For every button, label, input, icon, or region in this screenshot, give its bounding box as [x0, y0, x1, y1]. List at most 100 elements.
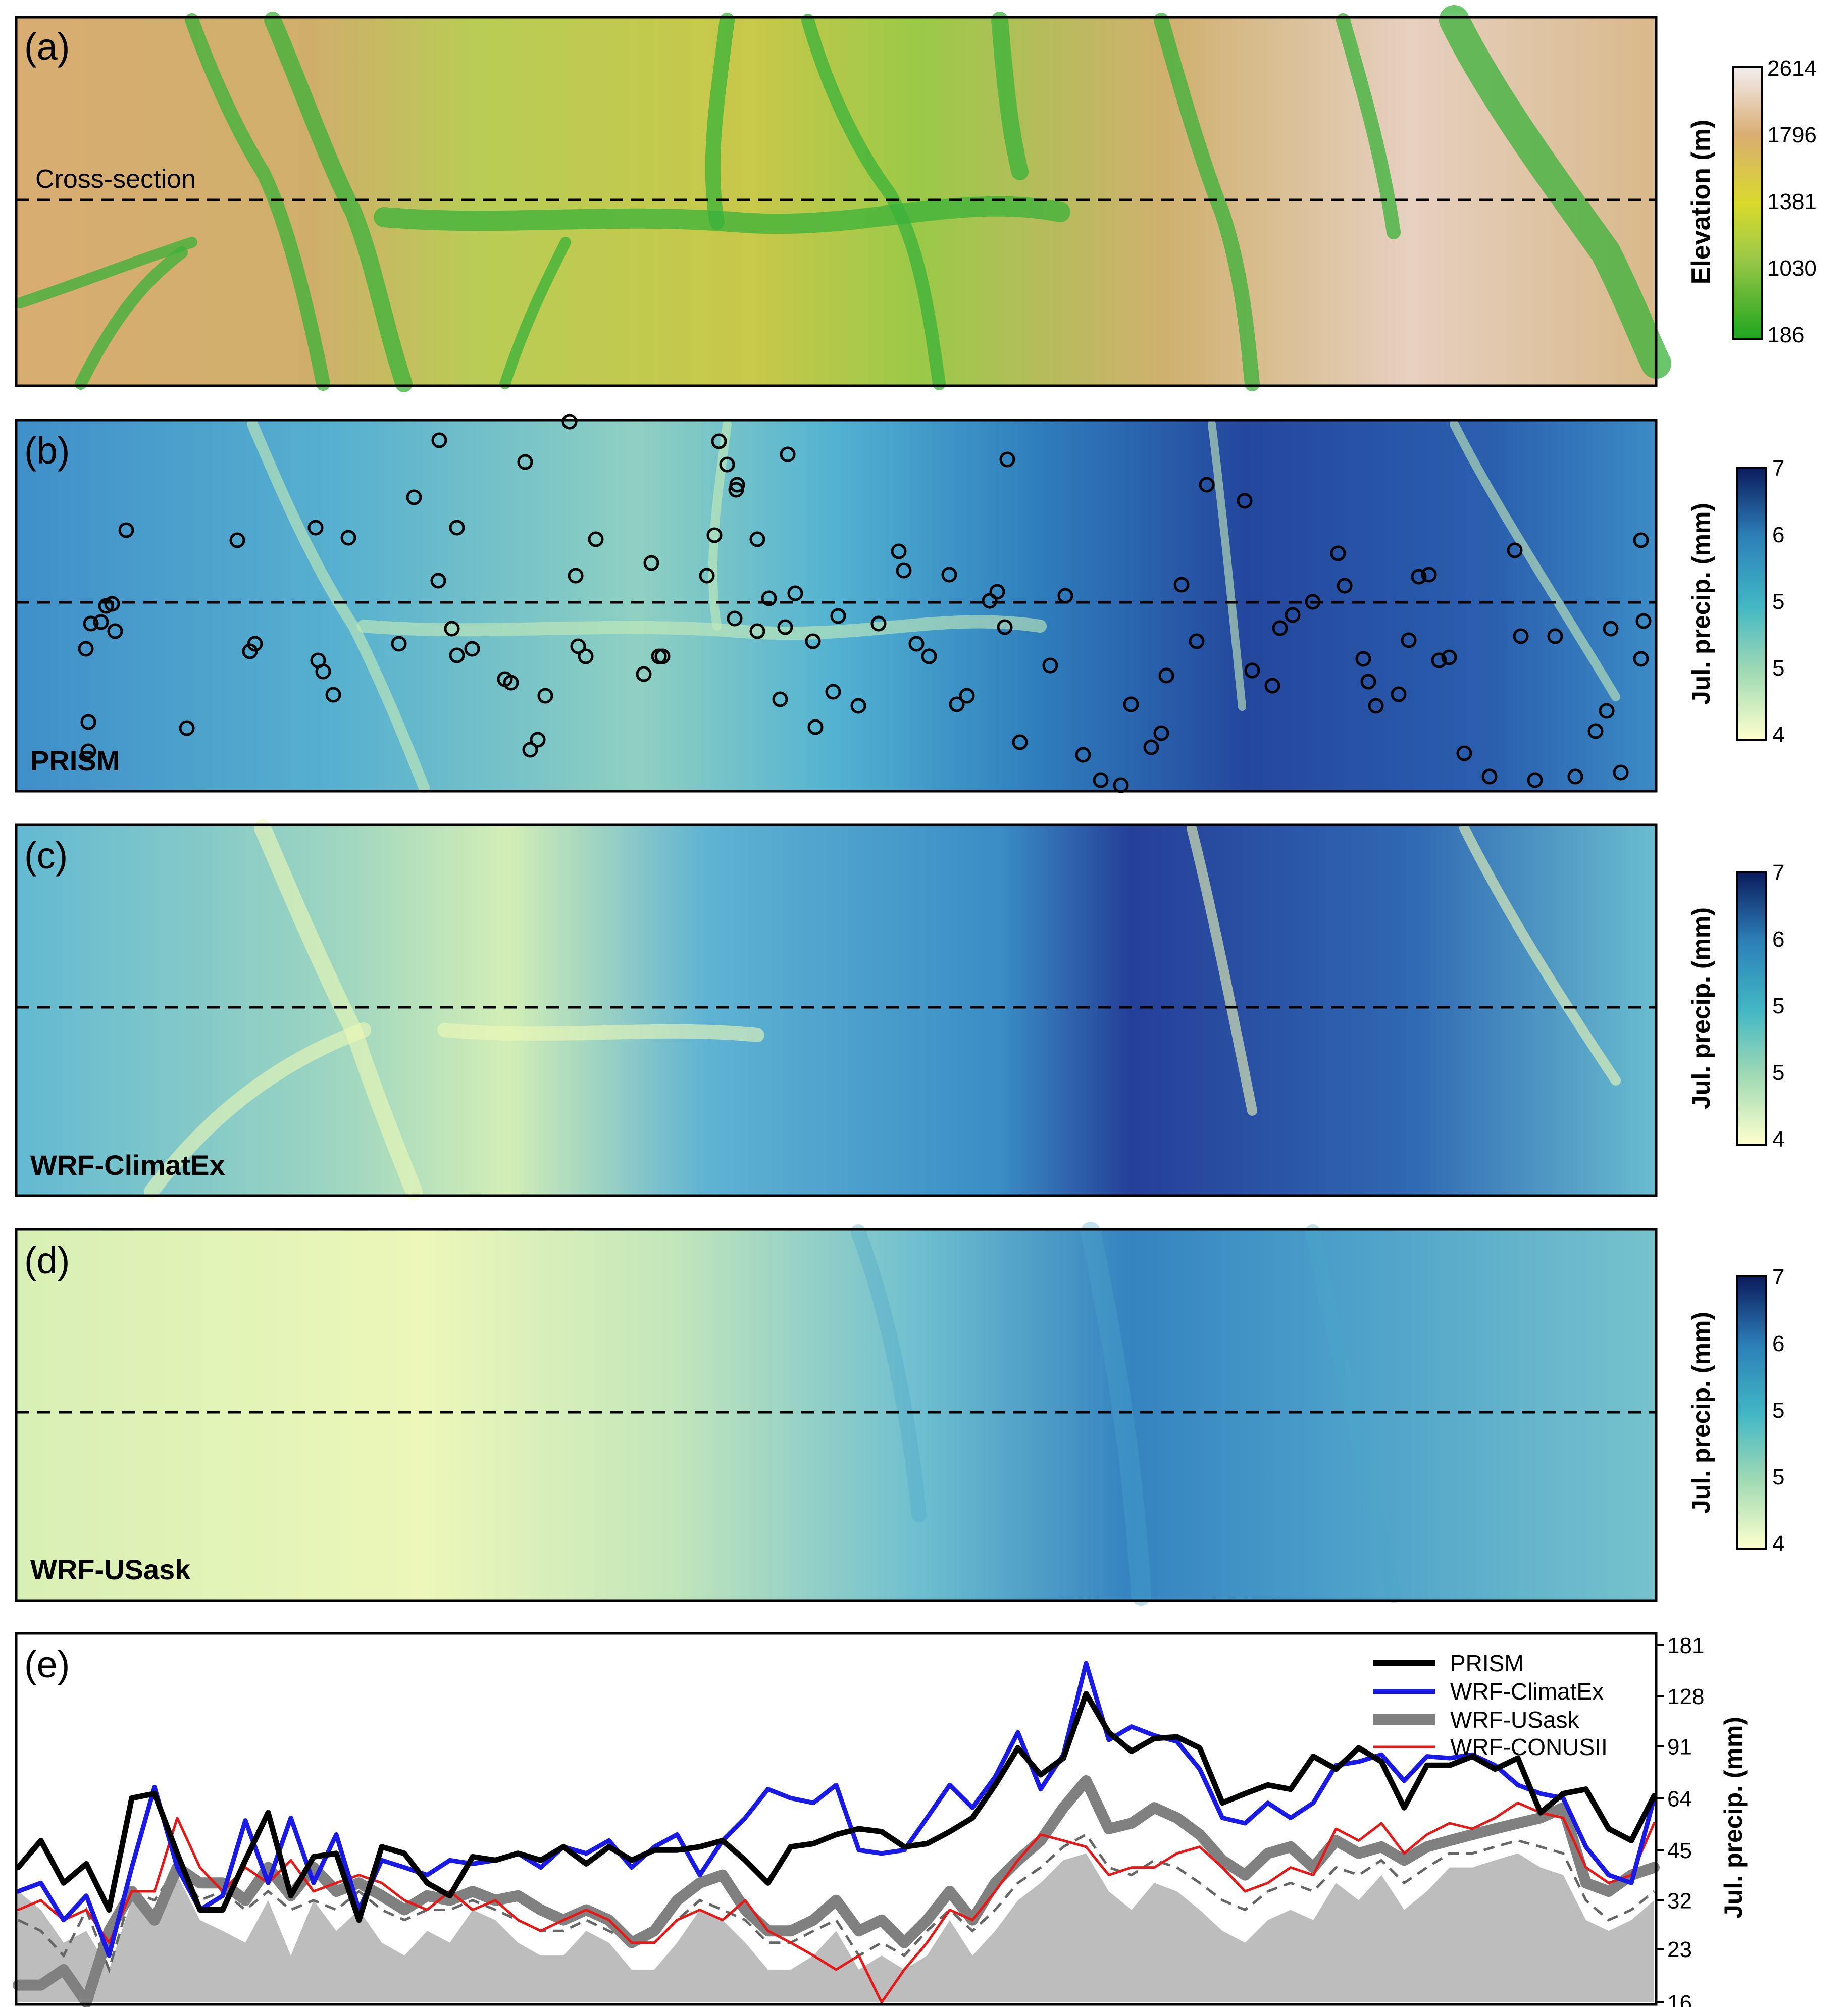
station-marker	[537, 688, 553, 704]
station-marker	[777, 619, 793, 635]
station-marker	[83, 615, 99, 632]
station-marker	[949, 696, 965, 712]
station-marker	[1285, 607, 1301, 623]
panel-b: (b) PRISM	[15, 414, 1658, 793]
station-marker	[229, 532, 245, 548]
station-marker	[588, 531, 604, 547]
station-marker	[1337, 578, 1353, 594]
y-tick-label: 181	[1667, 1633, 1704, 1658]
colorbar-climatex: 7 6 5 5 4 Jul. precip. (mm)	[1687, 860, 1784, 1152]
usask-tick-2: 5	[1772, 1398, 1784, 1423]
terrain-map	[16, 17, 1656, 386]
station-marker	[959, 688, 975, 704]
y-tick-label: 91	[1667, 1735, 1692, 1760]
station-marker	[999, 451, 1015, 468]
series-line-wrf-climatex	[16, 1661, 1657, 1958]
usask-features	[851, 1222, 1401, 1606]
prism-valleys	[247, 419, 1620, 793]
station-marker	[444, 621, 460, 637]
legend-prism-label: PRISM	[1450, 1650, 1524, 1676]
station-marker	[1391, 686, 1407, 702]
station-marker	[179, 720, 195, 736]
station-marker	[825, 684, 841, 700]
station-marker	[830, 608, 846, 624]
colorbar-climatex-title: Jul. precip. (mm)	[1687, 907, 1715, 1109]
station-marker	[1158, 667, 1174, 684]
panel-a: Cross-section (a)	[15, 5, 1671, 392]
colorbar-usask-gradient	[1736, 1275, 1767, 1550]
usask-tick-1: 6	[1772, 1331, 1784, 1356]
station-marker	[699, 568, 715, 584]
series-line-prism	[15, 1691, 1657, 1923]
station-marker	[522, 742, 538, 758]
station-marker	[780, 446, 796, 462]
station-marker	[1173, 577, 1190, 593]
panel-d-frame	[15, 1228, 1658, 1602]
climatex-valleys	[144, 819, 1621, 1200]
y-tick-label: 16	[1667, 1991, 1692, 2007]
station-marker	[1603, 621, 1619, 637]
station-marker	[941, 567, 957, 583]
station-marker	[1123, 696, 1139, 712]
usask-tick-0: 7	[1772, 1265, 1784, 1290]
station-marker	[891, 543, 907, 559]
station-marker	[1513, 628, 1529, 644]
station-marker	[850, 698, 866, 714]
panel-c-frame	[15, 823, 1658, 1197]
station-marker	[517, 454, 533, 470]
panel-d-label: (d)	[24, 1240, 70, 1281]
station-marker	[807, 719, 824, 735]
legend-climatex-label: WRF-ClimatEx	[1450, 1678, 1604, 1705]
station-marker	[391, 636, 407, 652]
colorbar-prism-title: Jul. precip. (mm)	[1687, 503, 1715, 705]
elev-tick-4: 186	[1767, 323, 1804, 347]
station-marker	[1244, 662, 1260, 679]
y-tick-label: 32	[1667, 1889, 1692, 1914]
station-marker	[315, 663, 331, 680]
prism-map	[16, 420, 1656, 791]
station-marker	[340, 530, 356, 546]
station-marker	[1411, 569, 1427, 585]
station-marker	[1401, 632, 1417, 648]
usask-tick-3: 5	[1772, 1465, 1784, 1489]
station-marker	[247, 636, 263, 652]
station-marker	[1075, 747, 1091, 763]
station-marker	[636, 666, 652, 682]
prism-tick-3: 5	[1772, 656, 1784, 681]
station-marker	[80, 714, 96, 730]
station-marker	[908, 636, 925, 652]
station-marker	[1633, 532, 1649, 548]
station-marker	[1355, 651, 1371, 667]
prism-tick-2: 5	[1772, 589, 1784, 614]
station-marker	[1633, 651, 1649, 667]
panel-c-name: WRF-ClimatEx	[30, 1149, 225, 1181]
dashed-profile-line	[17, 1833, 1655, 1974]
station-marker	[706, 527, 723, 543]
y-tick-label: 45	[1667, 1838, 1692, 1863]
station-marker	[1587, 723, 1604, 739]
station-marker	[1264, 678, 1280, 694]
climatex-tick-3: 5	[1772, 1060, 1784, 1085]
station-marker	[78, 641, 94, 657]
panel-b-frame	[15, 419, 1658, 793]
elev-tick-3: 1030	[1767, 256, 1817, 281]
station-marker	[449, 520, 465, 536]
station-marker	[1042, 657, 1058, 674]
panel-b-label: (b)	[24, 430, 70, 472]
elev-tick-0: 2614	[1767, 56, 1817, 81]
panel-d-name: WRF-USask	[30, 1554, 191, 1585]
station-marker	[727, 610, 743, 627]
station-marker	[80, 743, 96, 759]
colorbar-elevation: 2614 1796 1381 1030 186 Elevation (m)	[1686, 56, 1817, 347]
climatex-tick-2: 5	[1772, 994, 1784, 1018]
station-marker	[1635, 613, 1652, 629]
station-marker	[1368, 698, 1384, 714]
y-tick-label: 23	[1667, 1937, 1692, 1962]
panel-d: (d) WRF-USask	[15, 1222, 1658, 1606]
station-marker	[118, 522, 134, 538]
station-marker	[530, 732, 546, 748]
station-marker	[1189, 633, 1205, 649]
station-marker	[107, 623, 123, 639]
station-marker	[561, 414, 578, 430]
